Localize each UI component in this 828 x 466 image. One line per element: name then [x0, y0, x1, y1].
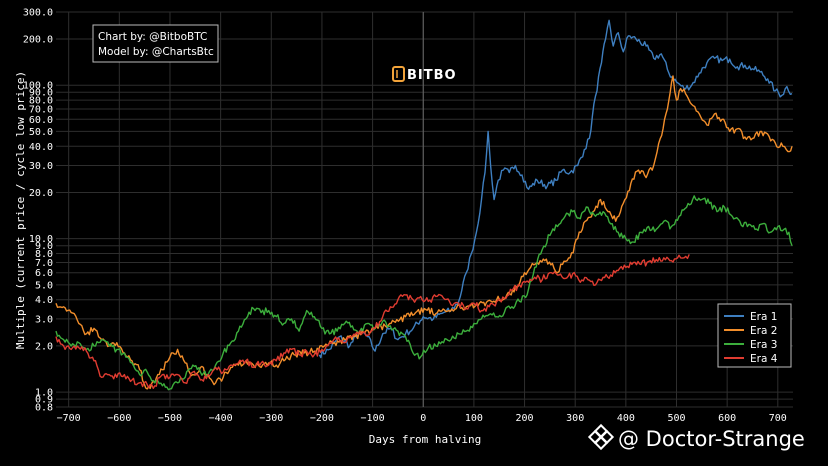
y-tick-label: 0.8 [35, 403, 53, 414]
y-tick-label: 3.0 [35, 314, 53, 325]
credit-chart-by: Chart by: @BitboBTC [98, 31, 207, 43]
bitbo-logo: BITBO [392, 66, 457, 83]
series-line-era-1 [318, 19, 793, 359]
y-tick-label: 60.0 [29, 115, 53, 126]
y-tick-label: 6.0 [35, 268, 53, 279]
y-tick-label: 70.0 [29, 104, 53, 115]
y-tick-label: 10.0 [29, 234, 53, 245]
x-tick-label: 100 [465, 413, 483, 424]
y-ticks: 0.80.91.0 2.0 3.0 4.0 5.06.07.08.09.010.0 20.… [23, 8, 53, 414]
x-tick-label: 0 [420, 413, 426, 424]
x-tick-label: −700 [57, 413, 81, 424]
y-tick-label: 100.0 [23, 81, 53, 92]
x-axis-title: Days from halving [369, 433, 482, 446]
y-tick-label: 9.0 [35, 241, 53, 252]
x-tick-label: −400 [209, 413, 233, 424]
series-lines [55, 19, 793, 391]
y-tick-label: 40.0 [29, 142, 53, 153]
legend: Era 1 Era 2 Era 3 Era 4 [717, 303, 792, 368]
x-tick-label: 200 [516, 413, 534, 424]
series-line-era-3 [55, 195, 793, 391]
legend-label-era-3: Era 3 [750, 339, 777, 351]
y-tick-label: 300.0 [23, 8, 53, 19]
x-tick-label: 600 [718, 413, 736, 424]
bitbo-brand-text: BITBO [407, 68, 457, 83]
y-tick-label: 0.9 [35, 395, 53, 406]
y-tick-label: 80.0 [29, 96, 53, 107]
x-ticks: −700 −600 −500 −400 −300 −200 −100 0 100 200 300 40… [57, 413, 787, 424]
y-tick-label: 8.0 [35, 249, 53, 260]
watermark: @ Doctor-Strange [587, 423, 805, 451]
x-tick-label: 300 [566, 413, 584, 424]
credits-box: Chart by: @BitboBTC Model by: @ChartsBtc [92, 24, 219, 63]
y-tick-label: 50.0 [29, 127, 53, 138]
x-tick-label: 500 [667, 413, 685, 424]
x-tick-label: 700 [769, 413, 787, 424]
legend-label-era-2: Era 2 [750, 325, 777, 337]
x-tick-label: −100 [361, 413, 385, 424]
x-tick-label: −200 [310, 413, 334, 424]
x-tick-label: −600 [107, 413, 131, 424]
x-tick-label: −300 [259, 413, 283, 424]
y-tick-label: 30.0 [29, 161, 53, 172]
y-tick-label: 5.0 [35, 280, 53, 291]
y-tick-label: 200.0 [23, 35, 53, 46]
x-tick-label: −500 [158, 413, 182, 424]
x-tick-label: 400 [617, 413, 635, 424]
series-line-era-2 [55, 75, 793, 390]
y-tick-label: 20.0 [29, 188, 53, 199]
y-tick-label: 1.0 [35, 388, 53, 399]
y-tick-label: 7.0 [35, 258, 53, 269]
series-line-era-4 [55, 254, 690, 389]
legend-label-era-4: Era 4 [750, 353, 778, 365]
y-tick-label: 2.0 [35, 341, 53, 352]
binance-diamond-icon [587, 423, 615, 451]
y-tick-label: 90.0 [29, 88, 53, 99]
credit-model-by: Model by: @ChartsBtc [98, 46, 214, 58]
legend-label-era-1: Era 1 [750, 311, 777, 323]
y-tick-label: 4.0 [35, 295, 53, 306]
y-axis-title: Multiple (current price / cycle low pric… [14, 71, 27, 349]
watermark-text: @ Doctor-Strange [618, 427, 805, 451]
bitbo-logo-icon [392, 66, 405, 82]
